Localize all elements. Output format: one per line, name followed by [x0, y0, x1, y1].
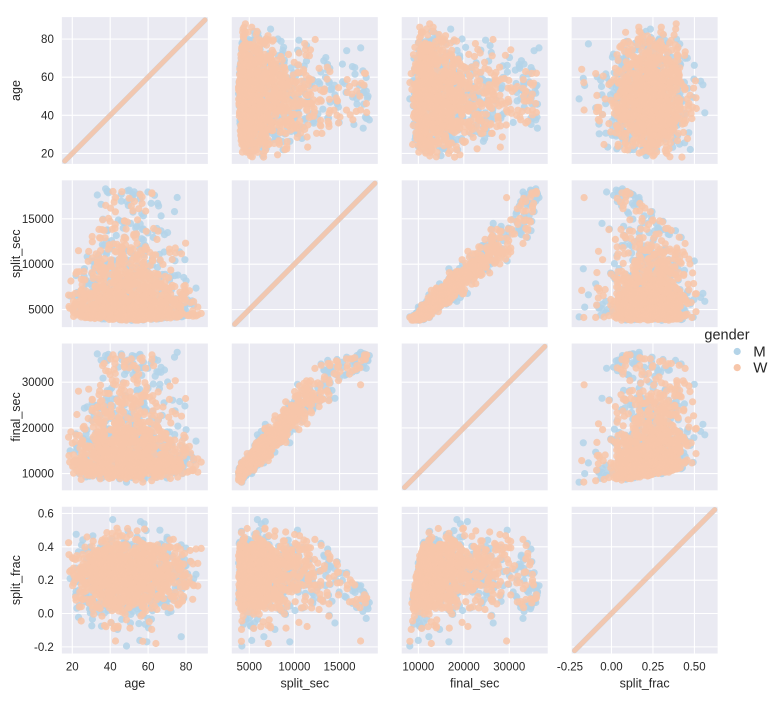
svg-text:age: age: [9, 80, 23, 101]
svg-text:80: 80: [41, 34, 54, 46]
svg-text:40: 40: [41, 110, 54, 122]
svg-text:20: 20: [41, 148, 54, 160]
svg-text:60: 60: [41, 72, 54, 84]
